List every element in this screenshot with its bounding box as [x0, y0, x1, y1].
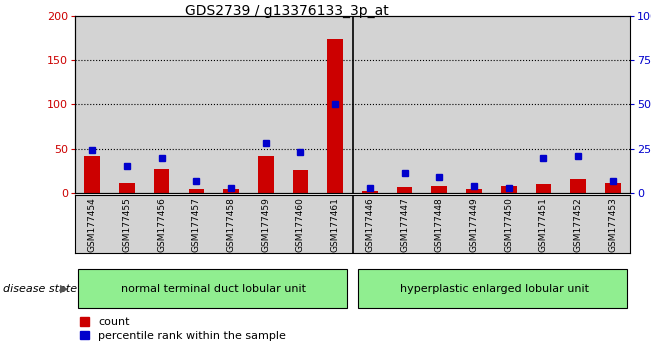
Text: GSM177454: GSM177454 — [88, 198, 97, 252]
Text: GSM177457: GSM177457 — [192, 198, 201, 252]
Bar — [85, 156, 100, 193]
Bar — [362, 191, 378, 193]
Text: GSM177446: GSM177446 — [365, 198, 374, 252]
Bar — [293, 170, 309, 193]
Bar — [526, 16, 561, 193]
Bar — [422, 16, 456, 193]
Text: GSM177448: GSM177448 — [435, 198, 444, 252]
Text: normal terminal duct lobular unit: normal terminal duct lobular unit — [121, 284, 306, 293]
Bar — [327, 39, 343, 193]
Text: GSM177447: GSM177447 — [400, 198, 409, 252]
Bar — [318, 16, 353, 193]
Text: GDS2739 / g13376133_3p_at: GDS2739 / g13376133_3p_at — [185, 4, 388, 18]
Bar — [214, 16, 249, 193]
Bar — [456, 16, 492, 193]
Bar — [109, 16, 145, 193]
FancyBboxPatch shape — [358, 269, 628, 308]
Bar — [570, 179, 586, 193]
Bar — [179, 16, 214, 193]
Text: GSM177451: GSM177451 — [539, 198, 548, 252]
Bar — [536, 184, 551, 193]
Text: GSM177461: GSM177461 — [331, 198, 340, 252]
Bar — [596, 16, 630, 193]
Text: disease state: disease state — [3, 284, 77, 293]
Bar — [387, 16, 422, 193]
Text: GSM177452: GSM177452 — [574, 198, 583, 252]
Bar — [283, 16, 318, 193]
Bar — [258, 156, 273, 193]
Legend: count, percentile rank within the sample: count, percentile rank within the sample — [81, 317, 286, 341]
Text: ▶: ▶ — [59, 284, 68, 293]
Bar — [189, 189, 204, 193]
Text: GSM177458: GSM177458 — [227, 198, 236, 252]
Bar — [561, 16, 596, 193]
Text: GSM177455: GSM177455 — [122, 198, 132, 252]
Bar — [466, 189, 482, 193]
Bar — [154, 169, 169, 193]
Bar — [432, 186, 447, 193]
Bar — [396, 187, 412, 193]
Text: GSM177460: GSM177460 — [296, 198, 305, 252]
Text: GSM177450: GSM177450 — [504, 198, 513, 252]
Text: GSM177453: GSM177453 — [608, 198, 617, 252]
Text: hyperplastic enlarged lobular unit: hyperplastic enlarged lobular unit — [400, 284, 589, 293]
Bar — [223, 188, 239, 193]
Bar — [501, 186, 516, 193]
Bar — [145, 16, 179, 193]
Text: GSM177459: GSM177459 — [261, 198, 270, 252]
Bar — [75, 16, 109, 193]
FancyBboxPatch shape — [77, 269, 347, 308]
Bar — [605, 183, 620, 193]
Bar — [353, 16, 387, 193]
Text: GSM177456: GSM177456 — [157, 198, 166, 252]
Bar — [492, 16, 526, 193]
Bar — [249, 16, 283, 193]
Bar — [119, 183, 135, 193]
Text: GSM177449: GSM177449 — [469, 198, 478, 252]
